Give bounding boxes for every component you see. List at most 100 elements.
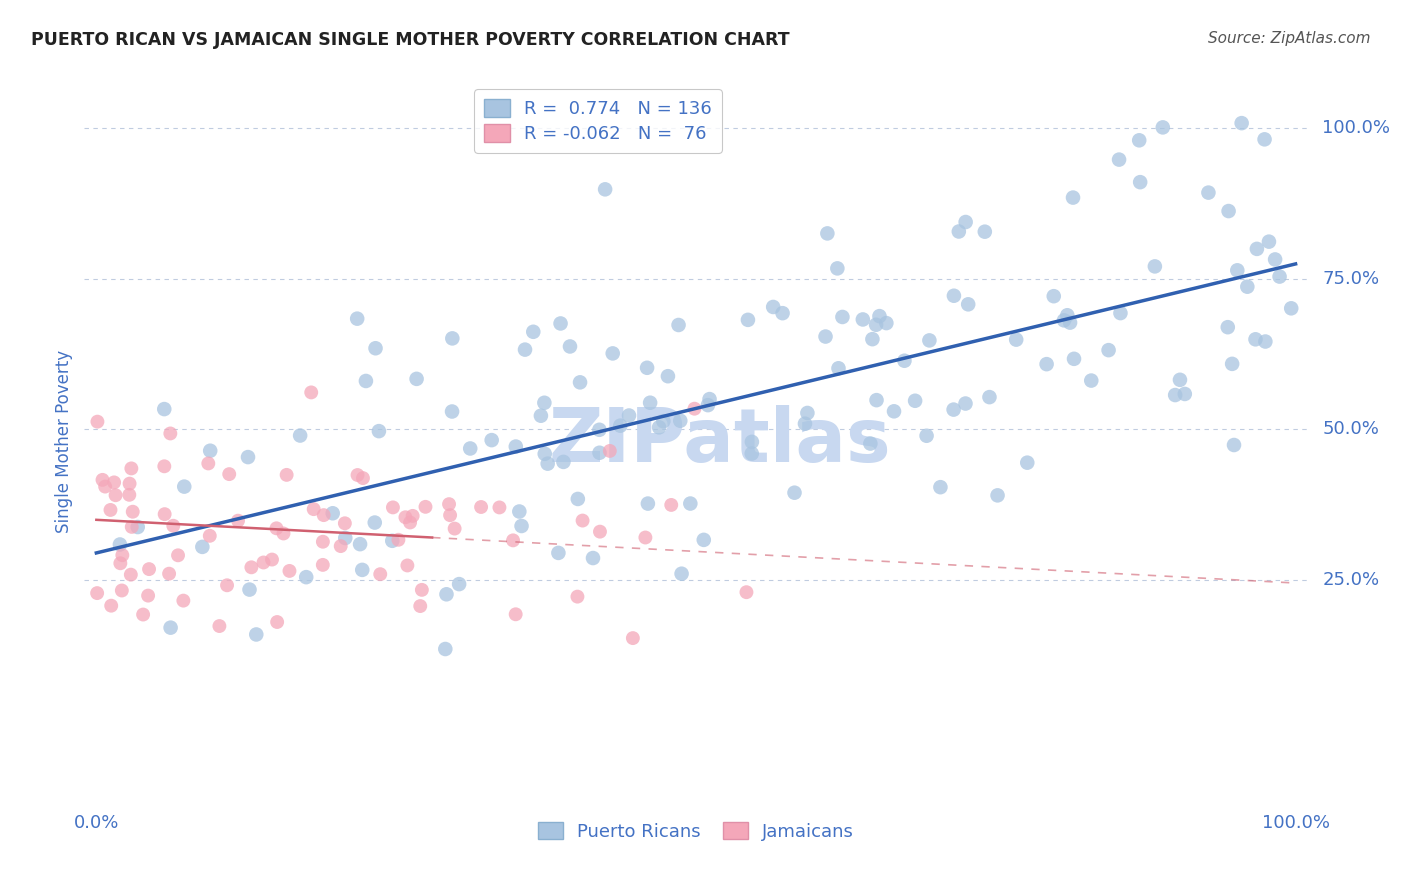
Point: [860, 332, 883, 346]
Point: [582, 551, 605, 566]
Point: [381, 533, 404, 548]
Point: [794, 417, 817, 431]
Point: [94, 479, 117, 493]
Point: [1109, 306, 1132, 320]
Point: [1174, 387, 1197, 401]
Point: [657, 369, 679, 384]
Point: [567, 590, 589, 604]
Point: [955, 396, 977, 410]
Point: [762, 300, 785, 314]
Point: [312, 534, 335, 549]
Point: [893, 353, 915, 368]
Point: [118, 488, 141, 502]
Point: [973, 225, 995, 239]
Point: [533, 447, 555, 461]
Point: [302, 502, 325, 516]
Point: [364, 341, 387, 355]
Point: [103, 475, 125, 490]
Point: [865, 393, 887, 408]
Point: [652, 414, 675, 428]
Point: [402, 508, 425, 523]
Point: [215, 578, 238, 592]
Point: [510, 519, 533, 533]
Point: [470, 500, 492, 514]
Point: [191, 540, 214, 554]
Point: [553, 455, 575, 469]
Point: [104, 488, 127, 502]
Point: [1017, 456, 1039, 470]
Point: [364, 516, 387, 530]
Point: [852, 312, 875, 326]
Point: [335, 531, 357, 545]
Point: [278, 564, 301, 578]
Point: [111, 583, 134, 598]
Y-axis label: Single Mother Poverty: Single Mother Poverty: [55, 350, 73, 533]
Point: [488, 500, 510, 515]
Point: [1197, 186, 1219, 200]
Point: [226, 514, 249, 528]
Point: [138, 562, 160, 576]
Point: [86, 415, 108, 429]
Point: [118, 476, 141, 491]
Point: [669, 414, 692, 428]
Point: [637, 497, 659, 511]
Point: [245, 627, 267, 641]
Point: [558, 339, 581, 353]
Point: [153, 507, 176, 521]
Point: [599, 444, 621, 458]
Point: [354, 374, 377, 388]
Point: [948, 225, 970, 239]
Point: [1236, 279, 1258, 293]
Point: [904, 393, 927, 408]
Point: [636, 360, 658, 375]
Point: [571, 514, 593, 528]
Point: [295, 570, 318, 584]
Point: [741, 446, 763, 460]
Point: [153, 459, 176, 474]
Point: [1143, 260, 1166, 274]
Point: [683, 401, 706, 416]
Point: [1264, 252, 1286, 267]
Point: [1218, 204, 1240, 219]
Point: [1244, 332, 1267, 346]
Point: [929, 480, 952, 494]
Point: [741, 434, 763, 449]
Point: [240, 560, 263, 574]
Point: [110, 556, 132, 570]
Point: [399, 516, 422, 530]
Point: [1108, 153, 1130, 167]
Point: [530, 409, 553, 423]
Point: [198, 529, 221, 543]
Point: [593, 182, 616, 196]
Point: [533, 396, 555, 410]
Point: [1097, 343, 1119, 358]
Point: [589, 524, 612, 539]
Text: Source: ZipAtlas.com: Source: ZipAtlas.com: [1208, 31, 1371, 46]
Legend: Puerto Ricans, Jamaicans: Puerto Ricans, Jamaicans: [530, 814, 862, 848]
Point: [162, 518, 184, 533]
Point: [481, 433, 503, 447]
Point: [172, 593, 194, 607]
Point: [352, 471, 374, 485]
Point: [508, 504, 530, 518]
Point: [1216, 320, 1239, 334]
Point: [153, 402, 176, 417]
Point: [1056, 308, 1078, 322]
Point: [197, 457, 219, 471]
Point: [1063, 351, 1085, 366]
Point: [299, 385, 322, 400]
Point: [236, 450, 259, 464]
Point: [679, 497, 702, 511]
Point: [86, 586, 108, 600]
Point: [394, 510, 416, 524]
Point: [783, 485, 806, 500]
Point: [671, 566, 693, 581]
Point: [588, 423, 610, 437]
Point: [368, 424, 391, 438]
Point: [405, 372, 427, 386]
Point: [387, 533, 409, 547]
Point: [1005, 333, 1028, 347]
Point: [458, 442, 481, 456]
Point: [200, 443, 222, 458]
Point: [918, 334, 941, 348]
